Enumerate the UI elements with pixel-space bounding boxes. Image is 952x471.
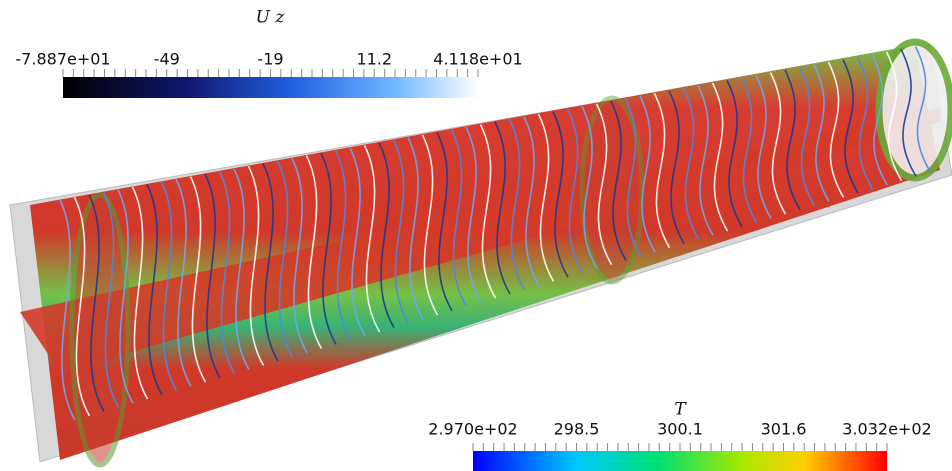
colorbar — [63, 77, 478, 98]
colorbar-label: 301.6 — [761, 420, 807, 439]
colorbar-label: 11.2 — [356, 50, 392, 69]
colorbar-uz: U z -7.887e+01 -49 -19 11.2 4.118e+01 — [15, 8, 522, 99]
colorbar-title: U z — [256, 8, 286, 28]
colorbar-label: 300.1 — [657, 420, 703, 439]
colorbar-label: 3.032e+02 — [842, 420, 931, 439]
pipe — [10, 42, 952, 465]
colorbar-title: T — [674, 400, 687, 420]
colorbar-label: 298.5 — [554, 420, 600, 439]
colorbar-label: 2.970e+02 — [428, 420, 517, 439]
colorbar-label: -7.887e+01 — [15, 50, 110, 69]
colorbar-label: -19 — [257, 50, 283, 69]
colorbar-label: 4.118e+01 — [433, 50, 522, 69]
colorbar-t: T 2.970e+02 298.5 300.1 301.6 3.032e+02 — [428, 400, 931, 471]
render-view: U z -7.887e+01 -49 -19 11.2 4.118e+01 T 2.97… — [0, 0, 952, 471]
colorbar — [473, 451, 887, 471]
colorbar-label: -49 — [154, 50, 180, 69]
